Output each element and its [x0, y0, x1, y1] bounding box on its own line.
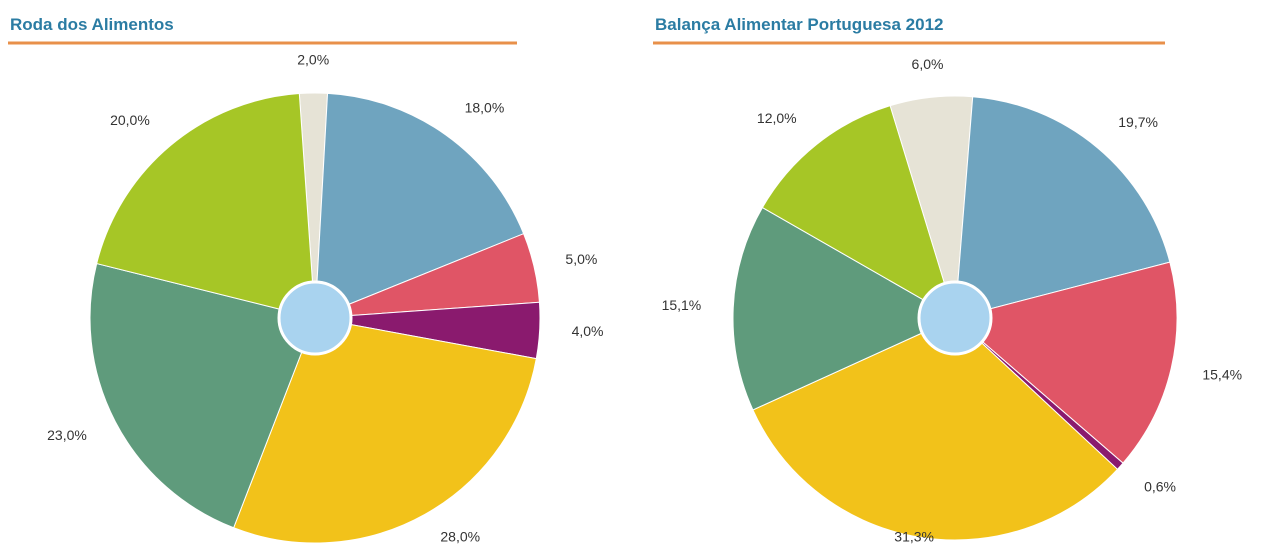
slice-label: 2,0%: [297, 52, 329, 68]
slice-label: 12,0%: [757, 110, 797, 126]
slice-label: 31,3%: [894, 529, 934, 545]
slice-label: 5,0%: [565, 251, 597, 267]
chart-title: Roda dos Alimentos: [10, 15, 174, 34]
slice-label: 4,0%: [572, 323, 604, 339]
slice-label: 28,0%: [440, 529, 480, 545]
slice-label: 18,0%: [465, 100, 505, 116]
slice-label: 19,7%: [1118, 114, 1158, 130]
slice-label: 6,0%: [912, 56, 944, 72]
slice-label: 15,1%: [662, 297, 702, 313]
slice-label: 20,0%: [110, 112, 150, 128]
slice-label: 15,4%: [1202, 366, 1242, 382]
chart-title: Balança Alimentar Portuguesa 2012: [655, 15, 944, 34]
slice-label: 0,6%: [1144, 478, 1176, 494]
slice-label: 23,0%: [47, 427, 87, 443]
page: Roda dos Alimentos Balança Alimentar Por…: [0, 0, 1272, 549]
center-circle: [279, 282, 351, 354]
center-circle: [919, 282, 991, 354]
